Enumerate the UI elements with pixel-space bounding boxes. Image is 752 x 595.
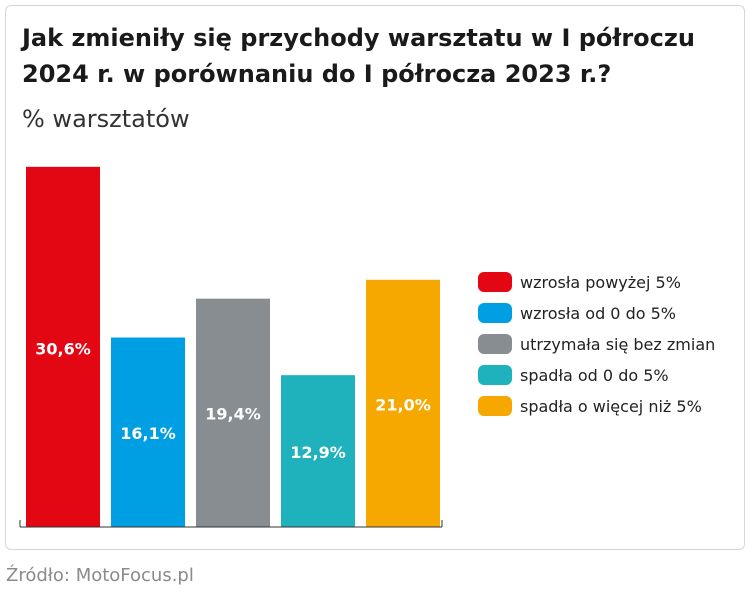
legend-label-2: wzrosła od 0 do 5% (520, 304, 676, 323)
chart-title-line-1: Jak zmieniły się przychody warsztatu w I… (22, 24, 695, 52)
legend-swatch-2 (478, 303, 512, 323)
legend-swatch-1 (478, 272, 512, 292)
bar-value-label-2: 16,1% (120, 424, 176, 443)
legend-label-4: spadła od 0 do 5% (520, 366, 669, 385)
bar-5 (366, 279, 440, 527)
legend-label-1: wzrosła powyżej 5% (520, 273, 681, 292)
legend-swatch-3 (478, 334, 512, 354)
bar-value-label-1: 30,6% (35, 339, 91, 358)
bar-value-label-4: 12,9% (290, 443, 346, 462)
bar-4 (281, 375, 355, 527)
bar-1 (26, 166, 100, 527)
source-note: Źródło: MotoFocus.pl (6, 565, 194, 586)
chart-title-line-2: 2024 r. w porównaniu do I półrocza 2023 … (22, 60, 612, 88)
chart-title: Jak zmieniły się przychody warsztatu w I… (22, 20, 722, 92)
bar-3 (196, 298, 270, 527)
bar-2 (111, 337, 185, 527)
bar-value-label-5: 21,0% (375, 396, 431, 415)
legend-label-3: utrzymała się bez zmian (520, 335, 715, 354)
bars-group: 30,6% 16,1% 19,4% 12,9% 21,0% (26, 166, 440, 527)
legend: wzrosła powyżej 5% wzrosła od 0 do 5% utrz… (478, 272, 715, 416)
chart-subtitle: % warsztatów (22, 105, 190, 133)
legend-swatch-4 (478, 365, 512, 385)
legend-label-5: spadła o więcej niż 5% (520, 397, 702, 416)
legend-swatch-5 (478, 396, 512, 416)
bar-value-label-3: 19,4% (205, 405, 261, 424)
